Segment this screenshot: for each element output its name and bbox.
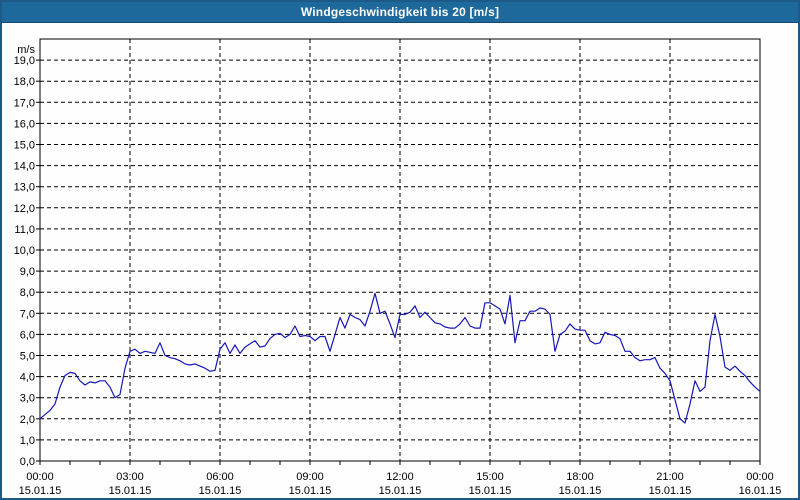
wind-speed-line bbox=[39, 292, 761, 424]
x-date-label: 15.01.15 bbox=[109, 485, 152, 497]
x-date-label: 15.01.15 bbox=[379, 485, 422, 497]
y-tick-label: 16,0 bbox=[14, 118, 35, 130]
y-tick-label: 14,0 bbox=[14, 161, 35, 173]
unit-label: m/s bbox=[17, 44, 35, 56]
chart-area: 19,0 18,0 17,0 16,0 15,0 14,0 13,0 12,0 11,0 10,0… bbox=[2, 23, 798, 498]
x-time-label: 06:00 bbox=[206, 471, 234, 483]
y-tick-label: 10,0 bbox=[14, 245, 35, 257]
y-tick-label: 2,0 bbox=[20, 414, 35, 426]
y-tick-label: 9,0 bbox=[20, 266, 35, 278]
x-time-label: 21:00 bbox=[656, 471, 684, 483]
x-date-label: 16.01.15 bbox=[739, 485, 782, 497]
y-tick-label: 18,0 bbox=[14, 76, 35, 88]
y-tick-label: 17,0 bbox=[14, 97, 35, 109]
plot-frame bbox=[39, 38, 761, 462]
x-date-label: 15.01.15 bbox=[199, 485, 242, 497]
x-date-label: 15.01.15 bbox=[469, 485, 512, 497]
y-tick-label: 5,0 bbox=[20, 351, 35, 363]
y-tick-label: 1,0 bbox=[20, 435, 35, 447]
x-time-label: 09:00 bbox=[296, 471, 324, 483]
y-tick-label: 19,0 bbox=[14, 55, 35, 67]
y-tick-label: 11,0 bbox=[14, 224, 35, 236]
y-tick-label: 7,0 bbox=[20, 308, 35, 320]
y-tick-label: 12,0 bbox=[14, 203, 35, 215]
x-date-label: 15.01.15 bbox=[19, 485, 62, 497]
x-time-label: 00:00 bbox=[26, 471, 54, 483]
x-time-label: 18:00 bbox=[566, 471, 594, 483]
y-tick-label: 8,0 bbox=[20, 287, 35, 299]
chart-title: Windgeschwindigkeit bis 20 [m/s] bbox=[300, 5, 500, 19]
y-tick-label: 6,0 bbox=[20, 329, 35, 341]
x-time-label: 00:00 bbox=[746, 471, 774, 483]
chart-svg: 19,0 18,0 17,0 16,0 15,0 14,0 13,0 12,0 11,0 10,0… bbox=[14, 38, 782, 497]
x-time-label: 03:00 bbox=[116, 471, 144, 483]
y-tick-label: 0,0 bbox=[20, 456, 35, 468]
x-date-label: 15.01.15 bbox=[289, 485, 332, 497]
x-date-label: 15.01.15 bbox=[559, 485, 602, 497]
y-tick-label: 3,0 bbox=[20, 393, 35, 405]
x-time-label: 15:00 bbox=[476, 471, 504, 483]
x-date-label: 15.01.15 bbox=[649, 485, 692, 497]
y-tick-label: 13,0 bbox=[14, 182, 35, 194]
x-time-label: 12:00 bbox=[386, 471, 414, 483]
title-bar: Windgeschwindigkeit bis 20 [m/s] bbox=[2, 2, 798, 23]
y-tick-label: 4,0 bbox=[20, 372, 35, 384]
y-tick-label: 15,0 bbox=[14, 140, 35, 152]
